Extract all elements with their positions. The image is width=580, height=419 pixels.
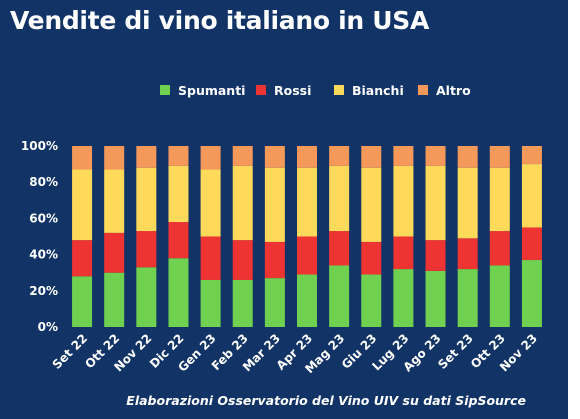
bar-segment-altro: [200, 146, 221, 170]
bar-segment-bianchi: [329, 165, 350, 232]
bar-segment-rossi: [329, 231, 350, 266]
bar-segment-spumanti: [393, 269, 414, 327]
legend-swatch: [160, 85, 170, 95]
legend-label: Bianchi: [352, 82, 404, 98]
bar-segment-rossi: [297, 236, 317, 275]
x-tick-label: Set 23: [435, 331, 476, 372]
legend-swatch: [256, 85, 266, 95]
legend-item-altro: Altro: [418, 82, 471, 98]
bar-segment-bianchi: [168, 165, 189, 223]
bar-segment-altro: [136, 146, 157, 168]
bar-segment-rossi: [200, 236, 221, 280]
bar-segment-spumanti: [72, 276, 93, 327]
bar-segment-altro: [264, 146, 285, 168]
bar-segment-rossi: [168, 222, 189, 259]
bar-segment-bianchi: [361, 167, 382, 242]
bar-segment-rossi: [425, 240, 446, 271]
bar-segment-spumanti: [168, 258, 189, 327]
bar-segment-bianchi: [136, 167, 157, 232]
legend-swatch: [418, 85, 428, 95]
bar-segment-spumanti: [457, 269, 478, 327]
bar-segment-altro: [425, 146, 446, 166]
bar-segment-altro: [393, 146, 414, 166]
bar-segment-bianchi: [425, 165, 446, 241]
legend-item-bianchi: Bianchi: [334, 82, 404, 98]
y-tick-label: 100%: [21, 139, 58, 153]
bar-segment-spumanti: [329, 265, 350, 327]
bar-segment-spumanti: [297, 274, 317, 327]
right-margin: [568, 0, 580, 419]
bar-segment-rossi: [489, 231, 510, 266]
bar-segment-altro: [329, 146, 350, 166]
chart-title: Vendite di vino italiano in USA: [10, 6, 430, 35]
bar-segment-rossi: [104, 232, 125, 273]
bar-segment-altro: [232, 146, 253, 166]
bar-segment-rossi: [393, 236, 414, 270]
y-tick-label: 0%: [38, 320, 58, 334]
legend-label: Rossi: [274, 82, 312, 98]
bar-segment-rossi: [136, 231, 157, 268]
bar-segment-altro: [361, 146, 382, 168]
legend-item-rossi: Rossi: [256, 82, 311, 98]
bar-segment-altro: [297, 146, 317, 168]
bar-segment-bianchi: [457, 167, 478, 239]
bar-segment-rossi: [457, 238, 478, 270]
bar-segment-rossi: [232, 240, 253, 280]
bar-segment-rossi: [361, 241, 382, 275]
y-tick-label: 40%: [29, 248, 58, 262]
bar-segment-altro: [72, 146, 93, 170]
bar-segment-bianchi: [489, 167, 510, 232]
bar-segment-bianchi: [200, 169, 221, 237]
bar-segment-altro: [168, 146, 189, 166]
bar-segment-rossi: [521, 227, 542, 261]
chart-legend: Spumanti Rossi Bianchi Altro: [0, 82, 568, 100]
bar-segment-bianchi: [232, 165, 253, 241]
bar-segment-spumanti: [104, 272, 125, 327]
bar-segment-altro: [489, 146, 510, 168]
bar-segment-bianchi: [297, 167, 317, 237]
legend-item-spumanti: Spumanti: [160, 82, 245, 98]
bar-segment-bianchi: [264, 167, 285, 242]
bar-segment-spumanti: [264, 278, 285, 327]
bar-segment-bianchi: [393, 165, 414, 237]
legend-swatch: [334, 85, 344, 95]
source-note: Elaborazioni Osservatorio del Vino UIV s…: [126, 393, 526, 408]
bar-segment-spumanti: [232, 279, 253, 327]
bar-segment-rossi: [264, 241, 285, 279]
y-tick-label: 60%: [29, 211, 58, 225]
x-tick-label: Set 22: [50, 331, 91, 372]
bar-segment-bianchi: [104, 169, 125, 233]
bar-segment-bianchi: [72, 169, 93, 241]
bar-segment-spumanti: [489, 265, 510, 327]
legend-label: Spumanti: [178, 82, 246, 98]
bar-segment-altro: [521, 146, 542, 165]
bar-segment-rossi: [72, 240, 93, 277]
bar-segment-spumanti: [200, 279, 221, 327]
bar-segment-spumanti: [361, 274, 382, 327]
bar-segment-altro: [104, 146, 125, 170]
bar-segment-spumanti: [136, 267, 157, 327]
legend-label: Altro: [436, 82, 471, 98]
y-tick-label: 80%: [29, 175, 58, 189]
bar-segment-spumanti: [521, 260, 542, 327]
y-tick-label: 20%: [29, 284, 58, 298]
bar-segment-bianchi: [521, 164, 542, 228]
bar-segment-altro: [457, 146, 478, 168]
bar-segment-spumanti: [425, 270, 446, 327]
